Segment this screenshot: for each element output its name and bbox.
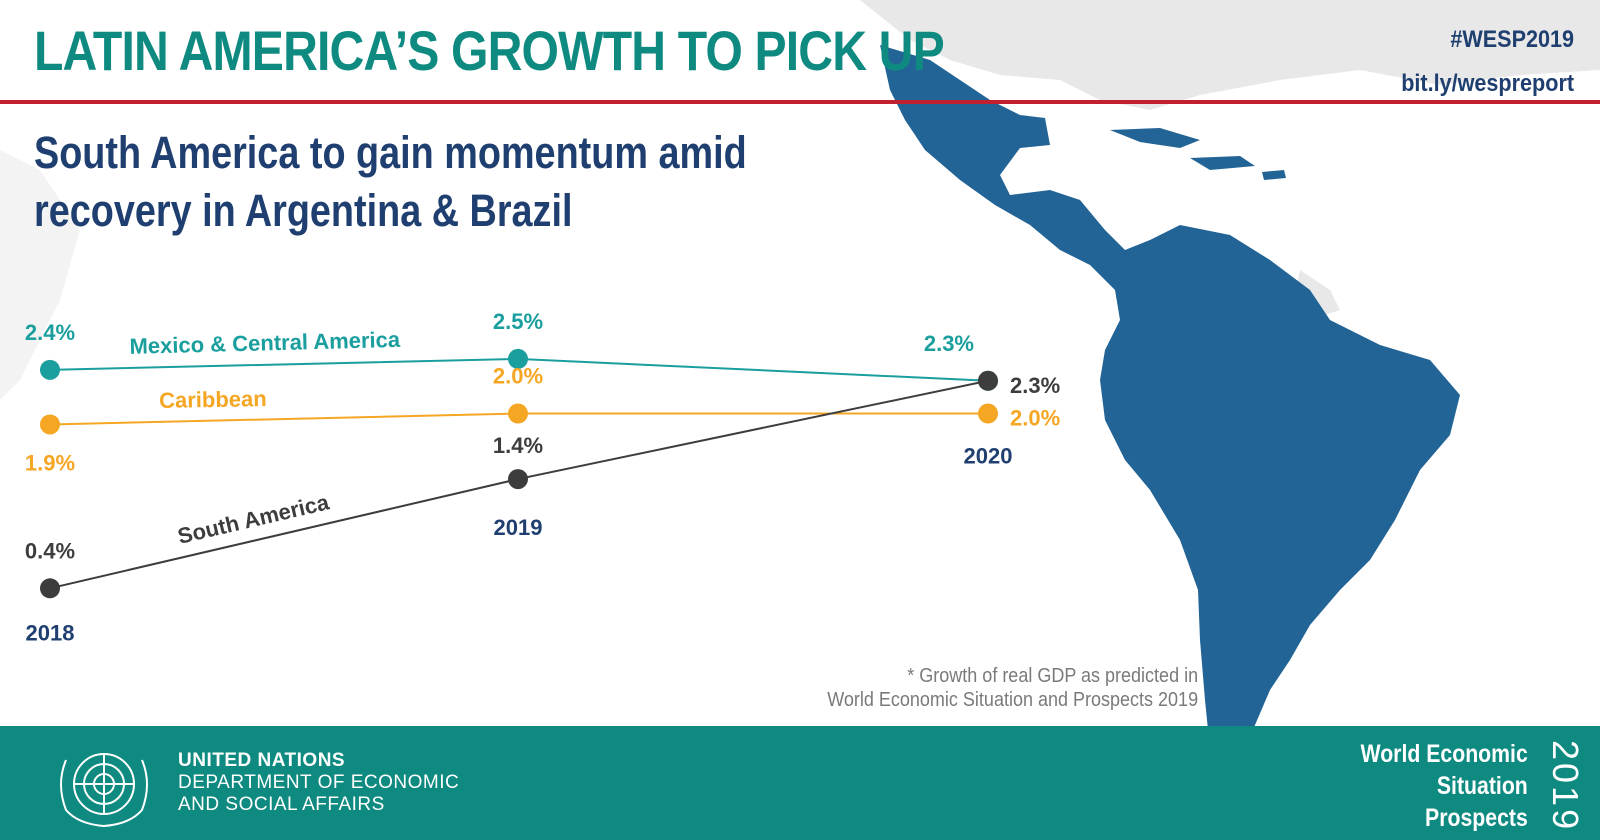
hashtag: #WESP2019	[1450, 26, 1574, 53]
data-label-2-0: 0.4%	[25, 538, 75, 563]
data-label-0-1: 2.5%	[493, 309, 543, 334]
growth-line-chart: 2.4% 2.5% 2.3% 1.9% 2.0% 2.0% 0.4% 1.4% 2.3% Mexi…	[25, 309, 1060, 645]
series-name-1: Caribbean	[159, 386, 267, 413]
report-year: 2019	[1545, 740, 1586, 833]
report-line-2: Situation	[1437, 772, 1528, 800]
footnote-line-2: World Economic Situation and Prospects 2…	[827, 689, 1198, 711]
header-tags: #WESP2019 bit.ly/wespreport	[1382, 18, 1574, 106]
caribbean-islands	[1110, 128, 1286, 180]
data-label-1-1: 2.0%	[493, 364, 543, 389]
org-line-2: DEPARTMENT OF ECONOMIC	[178, 772, 460, 793]
report-name: World Economic Situation Prospects	[1331, 738, 1528, 834]
subtitle-line-2: recovery in Argentina & Brazil	[34, 185, 573, 236]
footnote-line-1: * Growth of real GDP as predicted in	[907, 665, 1198, 687]
footer-bar: UNITED NATIONS DEPARTMENT OF ECONOMIC AN…	[0, 726, 1600, 840]
org-line-3: AND SOCIAL AFFAIRS	[178, 794, 385, 815]
data-label-2-2: 2.3%	[1010, 373, 1060, 398]
org-line-1: UNITED NATIONS	[178, 750, 346, 771]
series-name-0: Mexico & Central America	[129, 327, 401, 359]
subtitle-line-1: South America to gain momentum amid	[34, 127, 747, 178]
data-label-2-1: 1.4%	[493, 433, 543, 458]
data-label-1-0: 1.9%	[25, 450, 75, 475]
data-point-2-1	[508, 469, 528, 490]
report-line-3: Prospects	[1425, 804, 1528, 832]
data-point-0-0	[40, 359, 60, 380]
data-point-2-0	[40, 578, 60, 599]
footnote: * Growth of real GDP as predicted in Wor…	[827, 664, 1198, 712]
title-divider	[0, 100, 1600, 104]
data-point-1-1	[508, 403, 528, 424]
data-label-1-2: 2.0%	[1010, 406, 1060, 431]
x-tick-label-0: 2018	[26, 620, 75, 645]
data-point-2-2	[978, 370, 998, 391]
x-tick-label-2: 2020	[964, 444, 1013, 469]
latin-america-map	[880, 45, 1460, 812]
data-point-0-1	[508, 348, 528, 369]
data-point-1-2	[978, 403, 998, 424]
x-tick-label-1: 2019	[494, 515, 543, 540]
un-emblem-icon	[60, 753, 148, 828]
un-desa-name: UNITED NATIONS DEPARTMENT OF ECONOMIC AN…	[178, 750, 459, 816]
main-title: LATIN AMERICA’S GROWTH TO PICK UP	[34, 19, 945, 82]
report-line-1: World Economic	[1360, 740, 1528, 768]
data-label-0-2: 2.3%	[924, 331, 974, 356]
report-link[interactable]: bit.ly/wespreport	[1401, 70, 1574, 97]
data-point-1-0	[40, 414, 60, 435]
subtitle: South America to gain momentum amid reco…	[34, 124, 790, 240]
data-label-0-0: 2.4%	[25, 320, 75, 345]
